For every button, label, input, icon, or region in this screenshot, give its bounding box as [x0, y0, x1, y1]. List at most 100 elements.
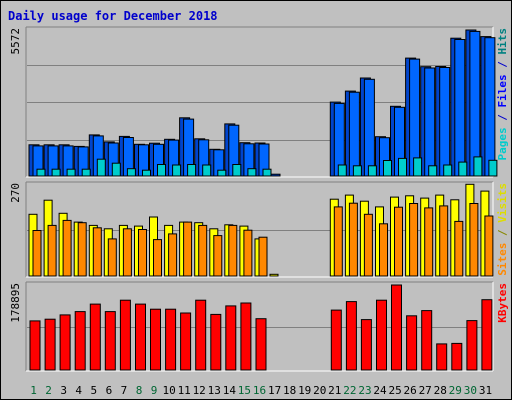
bar-sites-day-6 — [107, 238, 117, 277]
legend-part: / — [496, 108, 509, 128]
legend-part: Pages — [496, 127, 509, 160]
bar-sites-day-12 — [198, 224, 208, 277]
bar-files-day-22 — [348, 91, 360, 177]
bar-sites-day-23 — [363, 213, 373, 277]
bar-kbytes-day-7 — [119, 299, 131, 371]
bar-sites-day-28 — [439, 205, 449, 277]
bar-pages-day-1 — [36, 168, 46, 177]
x-tick-label: 11 — [178, 384, 191, 397]
x-tick-label: 25 — [388, 384, 401, 397]
bar-sites-day-29 — [454, 220, 464, 277]
x-tick-label: 20 — [313, 384, 326, 397]
bar-kbytes-day-28 — [436, 343, 448, 371]
x-tick-label: 30 — [464, 384, 477, 397]
y-max-label: 5572 — [9, 28, 22, 55]
x-tick-label: 2 — [45, 384, 52, 397]
bar-files-day-23 — [363, 78, 375, 177]
bar-sites-day-11 — [183, 221, 193, 277]
bar-sites-day-25 — [394, 206, 403, 277]
bar-kbytes-day-13 — [210, 313, 222, 371]
bar-pages-day-10 — [172, 164, 182, 177]
bar-kbytes-day-30 — [466, 320, 478, 371]
bar-pages-day-26 — [413, 157, 423, 177]
series-legend-label: Pages / Files / Hits — [496, 28, 509, 161]
legend-part: KBytes — [496, 283, 509, 323]
bar-kbytes-day-2 — [44, 318, 56, 371]
panel-hits-files-pages: 5572 Pages / Files / Hits — [9, 26, 509, 178]
bar-kbytes-day-9 — [150, 308, 161, 371]
x-tick-label: 27 — [419, 384, 432, 397]
bar-visits-day-17 — [269, 273, 279, 277]
x-tick-label: 13 — [208, 384, 221, 397]
bar-sites-day-9 — [153, 239, 162, 277]
bar-kbytes-day-25 — [391, 284, 402, 371]
bar-pages-day-3 — [66, 168, 76, 177]
bar-sites-day-5 — [92, 227, 102, 277]
bar-pages-day-22 — [352, 165, 362, 177]
bar-kbytes-day-14 — [225, 305, 237, 371]
bar-pages-day-14 — [232, 164, 242, 177]
x-tick-label: 14 — [223, 384, 237, 397]
bar-pages-day-6 — [111, 162, 121, 177]
bar-pages-day-5 — [96, 158, 106, 177]
x-tick-label: 24 — [373, 384, 387, 397]
bar-pages-day-31 — [488, 159, 498, 177]
x-tick-label: 19 — [298, 384, 311, 397]
bar-pages-day-13 — [217, 169, 227, 177]
bar-pages-day-27 — [428, 165, 438, 177]
x-tick-label: 7 — [121, 384, 128, 397]
bar-kbytes-day-24 — [376, 299, 387, 371]
bar-kbytes-day-4 — [74, 311, 86, 371]
x-tick-label: 9 — [151, 384, 158, 397]
x-tick-label: 16 — [253, 384, 266, 397]
bar-sites-day-2 — [47, 224, 57, 277]
bar-sites-day-3 — [62, 219, 72, 277]
series-legend-label: Sites / Visits — [496, 183, 509, 276]
bar-pages-day-29 — [458, 161, 468, 177]
bar-sites-day-15 — [243, 229, 253, 277]
bar-pages-day-2 — [51, 168, 61, 177]
legend-part: Visits — [496, 183, 509, 223]
bar-pages-day-4 — [81, 168, 91, 177]
bar-kbytes-day-21 — [330, 309, 342, 371]
x-tick-label: 6 — [106, 384, 113, 397]
bar-kbytes-day-8 — [135, 303, 146, 371]
bar-kbytes-day-11 — [180, 312, 192, 371]
bar-pages-day-30 — [473, 156, 483, 177]
x-tick-label: 21 — [328, 384, 341, 397]
bar-sites-day-22 — [348, 202, 358, 277]
chart-title: Daily usage for December 2018 — [8, 9, 218, 23]
bar-sites-day-30 — [469, 203, 479, 277]
panel-kbytes: 178895 KBytes — [9, 281, 509, 372]
x-tick-label: 12 — [193, 384, 206, 397]
x-tick-label: 23 — [358, 384, 371, 397]
bar-kbytes-day-22 — [345, 301, 357, 371]
bar-kbytes-day-6 — [104, 311, 116, 371]
bar-kbytes-day-3 — [59, 314, 71, 371]
bar-pages-day-11 — [187, 164, 197, 177]
bar-files-day-28 — [439, 67, 451, 177]
bar-pages-day-8 — [142, 169, 151, 177]
bar-sites-day-31 — [484, 215, 494, 277]
x-tick-label: 8 — [136, 384, 143, 397]
panel-visits-sites: 270 Sites / Visits — [9, 181, 509, 278]
series-legend-label: KBytes — [496, 283, 509, 323]
bar-pages-day-24 — [383, 160, 392, 177]
bar-files-day-27 — [424, 67, 436, 177]
x-tick-label: 3 — [60, 384, 67, 397]
legend-part: / — [496, 223, 509, 243]
bar-kbytes-day-23 — [360, 319, 372, 371]
x-tick-label: 26 — [403, 384, 416, 397]
bar-pages-day-7 — [126, 168, 136, 177]
bar-sites-day-14 — [228, 224, 238, 277]
bar-kbytes-day-31 — [481, 299, 493, 371]
bar-kbytes-day-26 — [406, 315, 418, 371]
bar-pages-day-12 — [202, 164, 212, 177]
legend-part: Hits — [496, 28, 509, 55]
bar-sites-day-8 — [138, 229, 147, 277]
bar-sites-day-13 — [213, 235, 223, 277]
x-tick-label: 1 — [30, 384, 37, 397]
bar-kbytes-day-29 — [451, 342, 463, 371]
